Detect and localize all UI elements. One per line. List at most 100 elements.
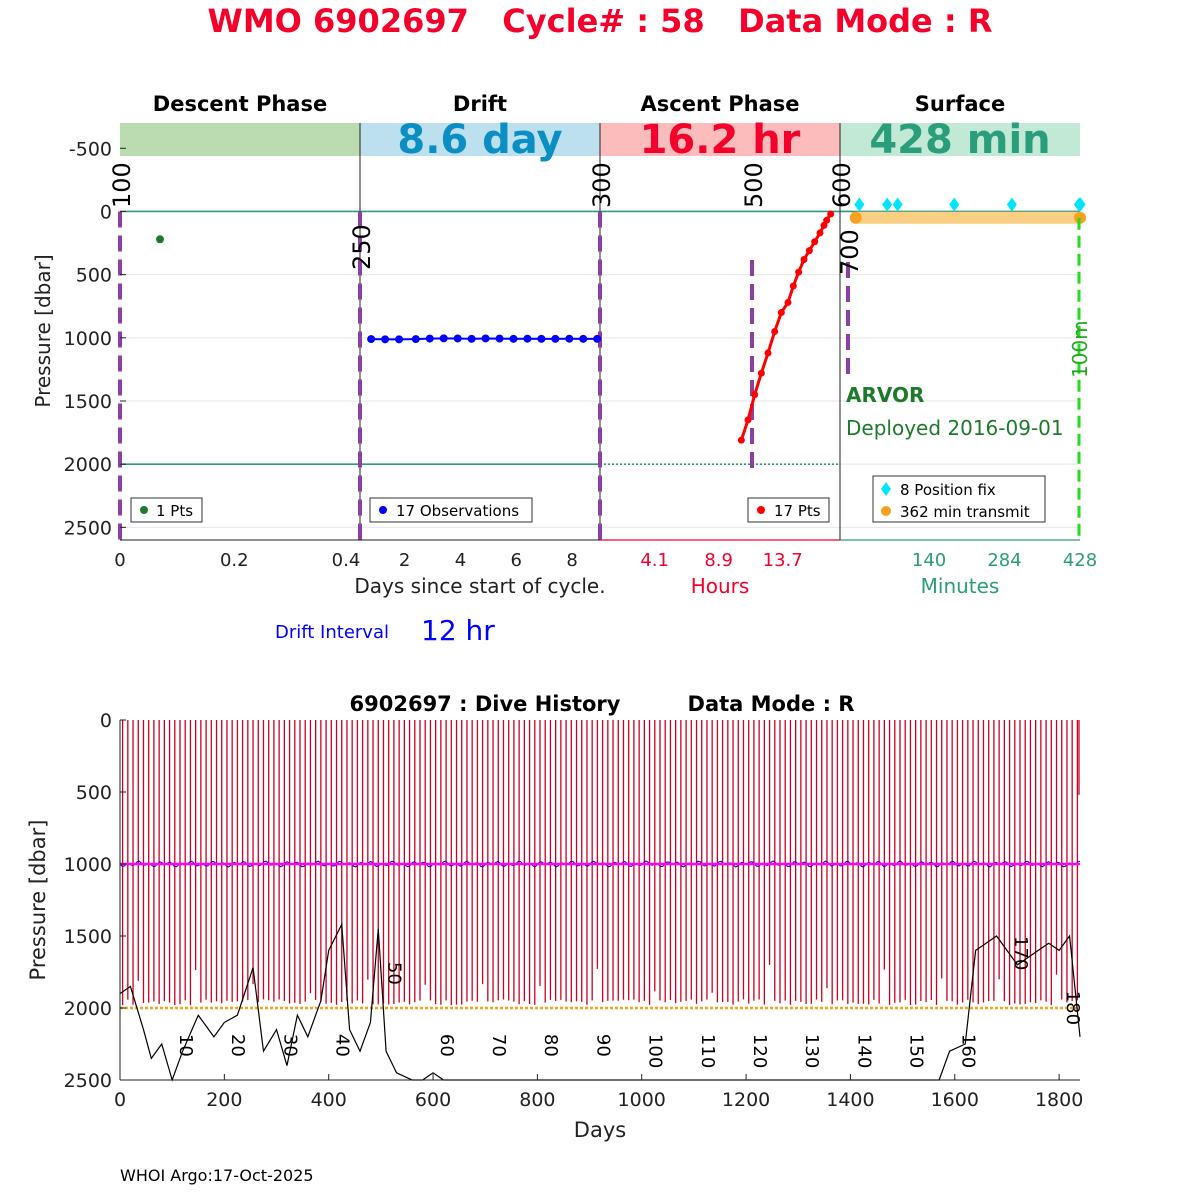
history-x-tick-label: 1600 [931, 1089, 979, 1111]
drift-point [523, 334, 532, 343]
position-fix-point [1075, 197, 1086, 212]
x-tick-label-surface: 284 [987, 550, 1021, 571]
history-x-tick-label: 200 [206, 1089, 242, 1111]
cycle-label: 50 [384, 962, 405, 985]
history-y-tick-label: 500 [76, 782, 112, 804]
phase-band-2 [600, 123, 840, 156]
drift-point [537, 334, 546, 343]
pressure-annotation: 600 [828, 162, 856, 208]
cycle-label: 80 [540, 1034, 561, 1057]
cycle-label: 60 [436, 1034, 457, 1057]
y-tick-label: -500 [69, 138, 112, 160]
cycle-label: 170 [1010, 936, 1031, 970]
legend-drift-label: 17 Observations [396, 502, 519, 520]
cycle-label: 180 [1062, 991, 1083, 1025]
x-tick-label-ascent: 8.9 [704, 550, 733, 571]
legend-descent-marker [140, 506, 148, 514]
pressure-annotation: 500 [740, 162, 768, 208]
x-tick-label-drift: 2 [399, 550, 410, 571]
ascent-point [789, 282, 797, 290]
divider-label: 300 [588, 162, 616, 208]
transmit-start-point [849, 211, 862, 224]
drift-point [467, 334, 476, 343]
ascent-point [784, 298, 792, 306]
cycle-label: 100 [645, 1034, 666, 1068]
x-axis-label-minutes: Minutes [921, 574, 1000, 598]
position-fix-point [949, 197, 960, 212]
drift-point [495, 334, 504, 343]
y-tick-label: 1500 [64, 391, 112, 413]
ascent-point [764, 349, 772, 357]
history-x-tick-label: 0 [114, 1089, 126, 1111]
position-fix-point [892, 197, 903, 212]
pressure-annotation: 700 [836, 229, 864, 275]
x-tick-label-descent: 0 [114, 550, 125, 571]
legend-transmit-marker [881, 506, 891, 516]
legend-fix-marker [881, 482, 891, 496]
drift-point [481, 334, 490, 343]
x-tick-label-drift: 6 [511, 550, 522, 571]
y-tick-label: 2500 [64, 517, 112, 539]
x-tick-label-surface: 140 [912, 550, 946, 571]
x-tick-label-drift: 8 [566, 550, 577, 571]
cycle-label: 90 [592, 1034, 613, 1057]
x-tick-label-descent: 0.4 [332, 550, 361, 571]
cycle-label: 30 [279, 1034, 300, 1057]
phase-duration: 16.2 hr [640, 117, 801, 163]
history-x-tick-label: 1200 [722, 1089, 770, 1111]
history-x-tick-label: 1400 [826, 1089, 874, 1111]
phase-duration: 428 min [869, 117, 1050, 163]
cycle-label: 140 [853, 1034, 874, 1068]
legend-ascent-marker [757, 506, 765, 514]
cycle-label: 10 [175, 1034, 196, 1057]
cycle-label: 160 [958, 1034, 979, 1068]
history-title-mode: Data Mode : R [688, 692, 855, 716]
drift-point [395, 335, 404, 344]
footer-credit: WHOI Argo:17-Oct-2025 [120, 1166, 314, 1185]
drift-point [565, 334, 574, 343]
history-y-tick-label: 2000 [64, 998, 112, 1020]
phase-band-1 [360, 123, 600, 156]
x-tick-label-surface: 428 [1063, 550, 1097, 571]
history-x-axis-label: Days [574, 1118, 626, 1142]
history-y-tick-label: 2500 [64, 1070, 112, 1092]
drift-point [551, 334, 560, 343]
cycle-label: 130 [801, 1034, 822, 1068]
x-axis-label-days: Days since start of cycle. [354, 574, 605, 598]
figure-title: WMO 6902697 Cycle# : 58 Data Mode : R [207, 2, 993, 40]
position-fix-point [854, 197, 865, 212]
drift-interval-value: 12 hr [421, 614, 495, 647]
history-x-tick-label: 1000 [618, 1089, 666, 1111]
drift-point [579, 334, 588, 343]
divider-label: 100 [108, 162, 136, 208]
drift-point [593, 334, 602, 343]
ascent-point [800, 255, 808, 263]
phase-title: Ascent Phase [641, 92, 800, 116]
ascent-point [816, 229, 824, 237]
history-y-axis-label: Pressure [dbar] [26, 820, 50, 981]
phase-band-3 [840, 123, 1080, 156]
legend-drift-marker [379, 506, 387, 514]
y-tick-label: 2000 [64, 454, 112, 476]
phase-title: Surface [915, 92, 1005, 116]
drift-point [439, 334, 448, 343]
legend-descent-label: 1 Pts [156, 502, 193, 520]
cycle-label: 20 [227, 1034, 248, 1057]
cycle-label: 110 [697, 1034, 718, 1068]
y-tick-label: 0 [100, 201, 112, 223]
drift-point [425, 334, 434, 343]
y-tick-label: 1000 [64, 328, 112, 350]
position-fix-point [882, 197, 893, 212]
divider-label: 250 [348, 224, 376, 270]
x-tick-label-drift: 4 [455, 550, 466, 571]
phase-title: Descent Phase [153, 92, 327, 116]
ascent-point [827, 210, 835, 218]
cycle-label: 40 [332, 1034, 353, 1057]
x-tick-label-ascent: 13.7 [763, 550, 803, 571]
history-x-tick-label: 1800 [1035, 1089, 1083, 1111]
drift-point [381, 335, 390, 344]
legend-surface [872, 475, 1046, 523]
history-y-tick-label: 1500 [64, 926, 112, 948]
